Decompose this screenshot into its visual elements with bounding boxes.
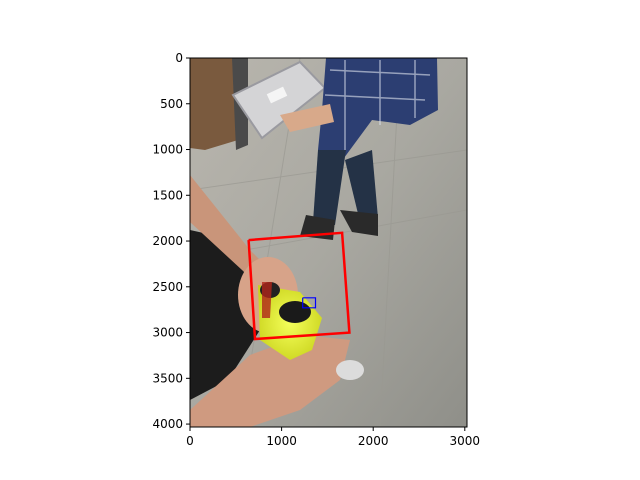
y-tick-label: 4000: [152, 417, 183, 431]
axes-frame: [189, 57, 468, 428]
x-tick-label: 1000: [266, 434, 297, 448]
y-tick-label: 3500: [152, 371, 183, 385]
x-tick-label: 2000: [358, 434, 389, 448]
red-bounding-polygon: [247, 231, 351, 341]
y-tick-label: 1500: [152, 188, 183, 202]
photo-image: [190, 58, 467, 427]
y-tick-label: 2000: [152, 234, 183, 248]
blue-bounding-box: [302, 297, 317, 309]
y-tick-label: 1000: [152, 143, 183, 157]
y-tick-label: 500: [160, 97, 183, 111]
y-tick-label: 2500: [152, 280, 183, 294]
y-tick-label: 0: [175, 51, 183, 65]
x-tick-label: 3000: [450, 434, 481, 448]
x-tick-label: 0: [186, 434, 194, 448]
y-tick-label: 3000: [152, 326, 183, 340]
